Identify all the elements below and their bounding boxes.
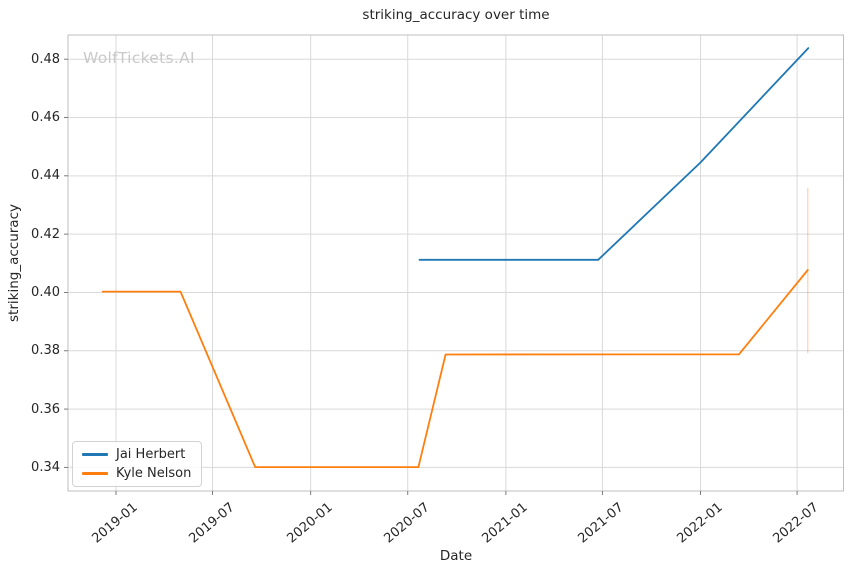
legend: Jai Herbert Kyle Nelson bbox=[72, 441, 203, 487]
series-line-kyle-nelson bbox=[101, 269, 809, 469]
legend-line-swatch-icon bbox=[82, 453, 108, 456]
y-tick-label: 0.48 bbox=[31, 51, 60, 67]
y-tick-label: 0.46 bbox=[31, 110, 60, 125]
y-tick-label: 0.40 bbox=[31, 284, 60, 300]
x-axis-label: Date bbox=[439, 548, 473, 564]
legend-row-jai-herbert: Jai Herbert bbox=[82, 447, 191, 462]
series-line-jai-herbert bbox=[418, 47, 810, 261]
y-tick-label: 0.38 bbox=[31, 343, 60, 359]
plot-spines bbox=[67, 34, 844, 492]
y-tick-label: 0.44 bbox=[31, 168, 60, 184]
watermark: WolfTickets.AI bbox=[83, 49, 195, 67]
y-tick-label: 0.34 bbox=[31, 459, 60, 475]
y-tick-label: 0.36 bbox=[31, 401, 60, 417]
legend-row-kyle-nelson: Kyle Nelson bbox=[82, 466, 191, 481]
chart-title: striking_accuracy over time bbox=[362, 7, 550, 23]
legend-label: Jai Herbert bbox=[116, 447, 186, 462]
y-tick-label: 0.42 bbox=[31, 226, 60, 242]
legend-line-swatch-icon bbox=[82, 472, 108, 475]
legend-label: Kyle Nelson bbox=[116, 466, 192, 481]
y-axis-label: striking_accuracy bbox=[6, 204, 22, 322]
